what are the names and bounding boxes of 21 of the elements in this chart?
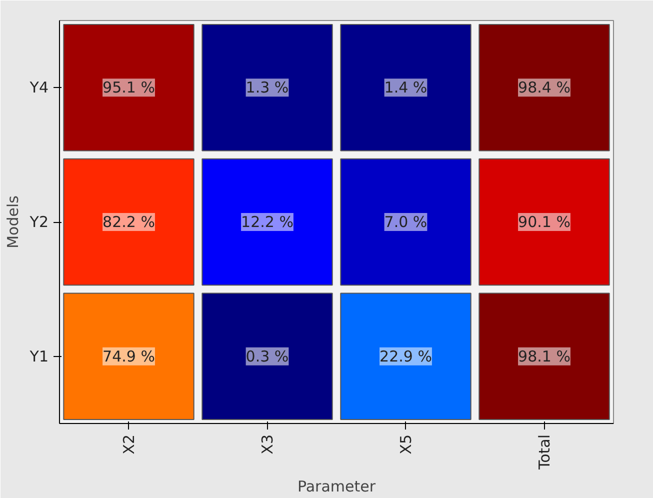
data-label: 1.3 % xyxy=(246,78,289,97)
data-label: 1.4 % xyxy=(384,78,428,97)
x-tick-label: Total xyxy=(535,434,554,471)
x-tick-label: X3 xyxy=(258,434,276,454)
x-axis-title: Parameter xyxy=(297,478,376,496)
data-label: 12.2 % xyxy=(241,213,294,231)
y-tick-label: Y2 xyxy=(28,213,49,231)
x-tick-label: X5 xyxy=(396,434,415,454)
y-tick-label: Y1 xyxy=(28,347,49,366)
data-label: 98.4 % xyxy=(518,78,570,97)
data-label: 0.3 % xyxy=(246,347,289,366)
data-label: 98.1 % xyxy=(518,347,570,366)
y-tick-label: Y4 xyxy=(28,78,49,97)
y-axis-title: Models xyxy=(4,195,22,248)
data-label: 7.0 % xyxy=(384,213,428,231)
data-label: 22.9 % xyxy=(380,347,432,366)
data-label: 74.9 % xyxy=(102,347,155,366)
x-tick-label: X2 xyxy=(120,434,138,454)
data-label: 95.1 % xyxy=(102,78,155,97)
data-label: 82.2 % xyxy=(102,213,155,231)
data-label: 90.1 % xyxy=(518,213,570,231)
